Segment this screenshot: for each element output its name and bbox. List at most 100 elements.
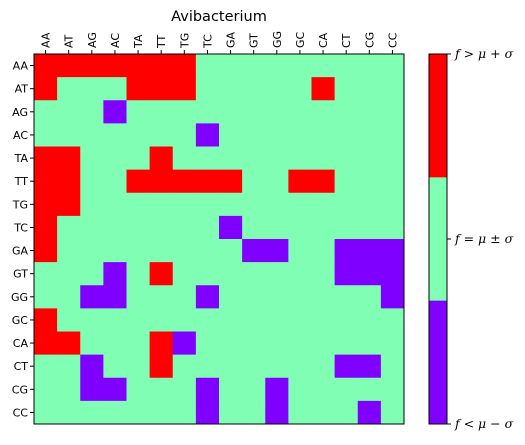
heatmap-cell (103, 377, 127, 402)
heatmap-cell (242, 77, 266, 101)
colorbar-segment (429, 177, 447, 302)
heatmap-cell (288, 77, 312, 101)
heatmap-cell (34, 354, 58, 379)
heatmap-cell (265, 169, 289, 194)
heatmap-cell (172, 377, 197, 402)
heatmap-cell (103, 123, 127, 147)
heatmap-cell (380, 215, 405, 240)
heatmap-cell (103, 169, 127, 194)
heatmap-cell (265, 146, 289, 171)
heatmap-cell (172, 100, 197, 124)
heatmap-cell (334, 54, 359, 78)
heatmap-cell (172, 54, 197, 78)
heatmap-cell (288, 146, 312, 171)
x-tick-label: AG (86, 32, 99, 48)
heatmap-cell (380, 123, 405, 147)
y-tick-label: CA (13, 337, 29, 350)
heatmap-cell (195, 215, 220, 240)
heatmap-cell (195, 192, 220, 217)
heatmap-cell (195, 285, 220, 309)
heatmap-cell (80, 146, 104, 171)
heatmap-cell (126, 215, 151, 240)
heatmap-cell (265, 77, 289, 101)
heatmap-cell (334, 400, 359, 425)
heatmap-cell (126, 331, 151, 356)
heatmap-cell (242, 100, 266, 124)
heatmap-cell (126, 308, 151, 332)
heatmap-cell (380, 262, 405, 286)
heatmap-cell (311, 239, 336, 263)
heatmap-cell (311, 400, 336, 425)
heatmap-cell (242, 377, 266, 402)
heatmap-cell (219, 192, 243, 217)
heatmap-cell (103, 400, 127, 425)
heatmap-cell (80, 285, 104, 309)
heatmap-cell (80, 377, 104, 402)
heatmap-cell (195, 262, 220, 286)
heatmap-cell (149, 331, 174, 356)
heatmap-cell (126, 239, 151, 263)
heatmap-cell (219, 123, 243, 147)
heatmap-cell (172, 123, 197, 147)
heatmap-cell (219, 215, 243, 240)
heatmap-cell (80, 262, 104, 286)
heatmap-cell (311, 308, 336, 332)
heatmap-cell (34, 377, 58, 402)
heatmap-cell (357, 54, 382, 78)
heatmap-cell (219, 169, 243, 194)
heatmap-cell (149, 285, 174, 309)
heatmap-cell (357, 377, 382, 402)
heatmap-cell (219, 54, 243, 78)
heatmap-cell (195, 146, 220, 171)
heatmap-cell (242, 354, 266, 379)
heatmap-frame (33, 53, 405, 425)
heatmap-cell (265, 123, 289, 147)
heatmap-cell (149, 308, 174, 332)
heatmap-cell (57, 354, 81, 379)
colorbar-segment (429, 54, 447, 178)
heatmap-cell (334, 123, 359, 147)
heatmap-cell (149, 239, 174, 263)
heatmap-cell (380, 169, 405, 194)
heatmap-cell (334, 100, 359, 124)
y-tick-label: GA (12, 245, 29, 258)
heatmap-cell (57, 215, 81, 240)
heatmap-cell (288, 262, 312, 286)
heatmap-cell (80, 239, 104, 263)
heatmap-cell (172, 400, 197, 425)
heatmap-cell (334, 262, 359, 286)
heatmap-cell (265, 54, 289, 78)
heatmap-cell (265, 239, 289, 263)
heatmap-cell (172, 146, 197, 171)
heatmap-cell (195, 377, 220, 402)
heatmap-cell (57, 377, 81, 402)
heatmap-cell (380, 146, 405, 171)
heatmap-cell (334, 77, 359, 101)
heatmap-cell (242, 400, 266, 425)
heatmap-cell (149, 400, 174, 425)
heatmap-cell (172, 215, 197, 240)
heatmap-cell (334, 377, 359, 402)
heatmap-cell (80, 308, 104, 332)
heatmap-cell (380, 308, 405, 332)
colorbar-segment (429, 300, 447, 425)
heatmap-cell (357, 308, 382, 332)
heatmap-cell (219, 262, 243, 286)
heatmap-cell (334, 354, 359, 379)
heatmap-cell (149, 146, 174, 171)
heatmap-cell (149, 123, 174, 147)
heatmap-cell (195, 400, 220, 425)
heatmap-cell (380, 77, 405, 101)
y-tick-label: CT (14, 360, 29, 373)
heatmap-cell (34, 77, 58, 101)
heatmap-cell (311, 354, 336, 379)
y-tick-label: GG (11, 291, 28, 304)
heatmap-cell (149, 169, 174, 194)
heatmap-cell (172, 169, 197, 194)
heatmap-cell (265, 215, 289, 240)
y-tick-label: TA (14, 152, 29, 165)
heatmap-cell (57, 331, 81, 356)
heatmap-cell (311, 54, 336, 78)
heatmap-cell (195, 354, 220, 379)
